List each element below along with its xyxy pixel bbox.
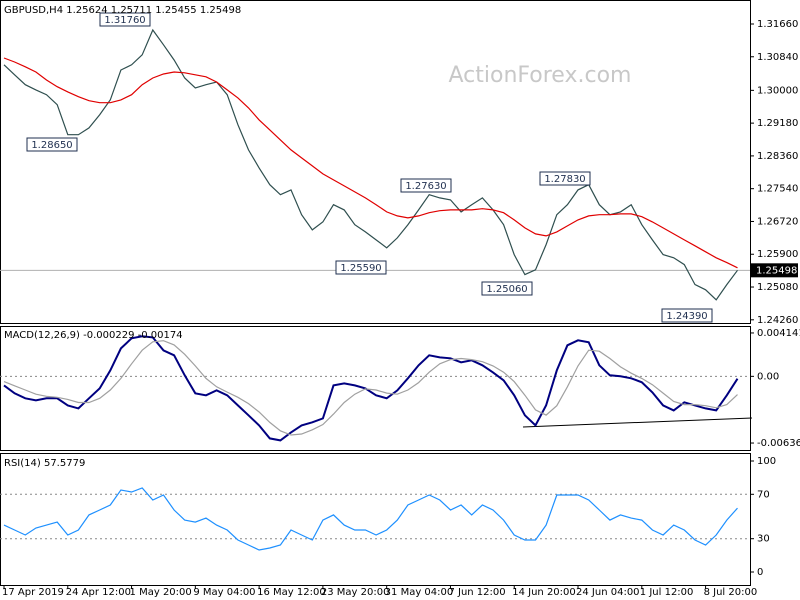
annotation-box	[481, 281, 533, 296]
trend-line	[522, 417, 753, 428]
x-tick-label: 7 Jun 12:00	[448, 587, 505, 598]
annotation-label: 1.27830	[544, 174, 585, 185]
y-tick-label: 1.27540	[757, 184, 798, 195]
panel-title: MACD(12,26,9) -0.000229 -0.00174	[4, 330, 183, 341]
x-tick-label: 1 May 20:00	[130, 587, 192, 598]
y-tick-label: 0.004141	[757, 328, 800, 339]
annotation-box	[400, 178, 452, 193]
y-tick-label: 70	[757, 489, 770, 500]
annotation-box	[661, 308, 713, 323]
last-price-box	[750, 263, 798, 278]
x-tick-label: 8 Jul 20:00	[704, 587, 758, 598]
annotation-box	[26, 137, 78, 152]
panel-title: RSI(14) 57.5779	[4, 458, 85, 469]
x-tick-label: 17 Apr 2019	[2, 587, 64, 598]
series-line	[3, 340, 738, 436]
annotation-box	[335, 260, 387, 275]
y-tick-label: 0.00	[757, 371, 779, 382]
annotation-label: 1.27630	[405, 181, 446, 192]
series-line	[3, 28, 738, 301]
annotation-box	[539, 171, 591, 186]
y-tick-label: 1.28360	[757, 151, 798, 162]
annotation-label: 1.28650	[31, 140, 72, 151]
x-tick-label: 24 Jun 04:00	[576, 587, 640, 598]
annotation-label: 1.24390	[666, 311, 707, 322]
rsi-panel	[0, 453, 751, 586]
series-line	[3, 57, 738, 269]
last-price-label: 1.25498	[756, 265, 797, 276]
series-line	[3, 335, 739, 442]
y-tick-label: 100	[757, 456, 776, 467]
y-tick-label: 1.25900	[757, 249, 798, 260]
y-tick-label: 1.29180	[757, 118, 798, 129]
y-tick-label: 0	[757, 567, 763, 578]
annotation-label: 1.31760	[104, 15, 145, 26]
macd-panel	[0, 326, 751, 451]
x-tick-label: 23 May 20:00	[321, 587, 390, 598]
x-tick-label: 31 May 04:00	[385, 587, 454, 598]
x-tick-label: 24 Apr 12:00	[66, 587, 131, 598]
panel-title: GBPUSD,H4 1.25624 1.25711 1.25455 1.2549…	[4, 5, 241, 16]
y-tick-label: 1.24260	[757, 315, 798, 326]
x-tick-label: 16 May 12:00	[257, 587, 326, 598]
y-tick-label: 1.25080	[757, 282, 798, 293]
watermark: ActionForex.com	[449, 63, 632, 88]
x-tick-label: 9 May 04:00	[193, 587, 255, 598]
price-panel	[0, 0, 751, 324]
y-tick-label: -0.006365	[757, 438, 800, 449]
series-line	[3, 487, 738, 551]
x-tick-label: 1 Jul 12:00	[640, 587, 694, 598]
annotation-label: 1.25590	[340, 263, 381, 274]
y-tick-label: 1.30840	[757, 52, 798, 63]
y-tick-label: 1.31660	[757, 19, 798, 30]
y-tick-label: 1.26720	[757, 216, 798, 227]
y-tick-label: 1.30000	[757, 85, 798, 96]
x-tick-label: 14 Jun 20:00	[512, 587, 576, 598]
y-tick-label: 30	[757, 534, 770, 545]
annotation-label: 1.25060	[486, 284, 527, 295]
annotation-box	[99, 12, 151, 27]
